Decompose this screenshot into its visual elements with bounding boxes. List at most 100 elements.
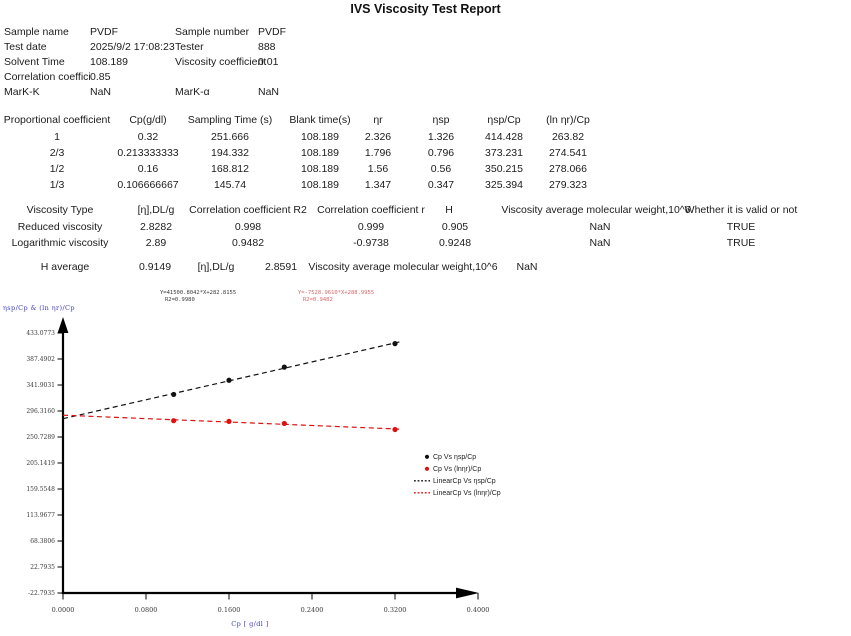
- y-tick-label: -22.7935: [28, 590, 55, 597]
- info-label: Tester: [175, 41, 204, 53]
- col-header: Blank time(s): [289, 114, 351, 126]
- cell: 0.905: [441, 221, 469, 233]
- cell: 194.332: [211, 147, 249, 159]
- cell: Reduced viscosity: [17, 221, 103, 233]
- data-point: [171, 391, 177, 398]
- info-row: Sample name PVDF Sample number PVDF: [0, 25, 851, 40]
- fit-r2-text: R2=0.9482: [303, 297, 333, 303]
- y-tick-label: 433.0773: [26, 330, 55, 337]
- info-value: 2025/9/2 17:08:23: [90, 41, 175, 53]
- data-point: [171, 418, 177, 424]
- cell: 108.189: [301, 163, 339, 175]
- cell: NaN: [589, 221, 611, 233]
- viscosity-table-header-row: Viscosity Type [η],DL/g Correlation coef…: [0, 202, 851, 218]
- data-point: [281, 420, 287, 427]
- info-label: Test date: [4, 41, 47, 53]
- col-header: ηsp/Cp: [487, 114, 521, 126]
- fit-equation-text: Y=41500.8042*X+282.8155: [160, 290, 237, 296]
- summary-value: 0.9149: [138, 261, 172, 273]
- info-value: PVDF: [90, 26, 119, 38]
- cell: 1/3: [49, 179, 65, 191]
- cell: 373.231: [485, 147, 523, 159]
- col-header: ηsp: [432, 114, 450, 126]
- x-tick-label: 0.1600: [218, 606, 241, 614]
- cell: 168.812: [211, 163, 249, 175]
- x-tick-label: 0.4000: [467, 606, 490, 614]
- col-header: Proportional coefficient: [3, 114, 111, 126]
- cell: 325.394: [485, 179, 523, 191]
- col-header: H: [445, 204, 453, 216]
- x-tick-label: 0.0000: [52, 606, 75, 614]
- cell: 2/3: [49, 147, 65, 159]
- cell: NaN: [589, 237, 611, 249]
- info-value: NaN: [90, 86, 112, 98]
- cell: 414.428: [485, 131, 523, 143]
- cell: 0.998: [234, 221, 262, 233]
- x-axis-label: Cp [ g/dl ]: [231, 620, 268, 628]
- info-label: Solvent Time: [4, 56, 65, 68]
- data-point: [392, 426, 398, 433]
- col-header: (ln ηr)/Cp: [546, 114, 590, 126]
- summary-value: 2.8591: [264, 261, 298, 273]
- legend-marker-icon: [424, 466, 430, 471]
- cell: 0.999: [357, 221, 385, 233]
- cell: TRUE: [726, 221, 756, 233]
- info-value: 0.01: [258, 56, 279, 68]
- cell: 0.213333333: [117, 147, 179, 159]
- data-point: [226, 418, 232, 425]
- cell: 0.347: [427, 179, 455, 191]
- cell: 0.32: [137, 131, 159, 143]
- summary-label: [η],DL/g: [197, 261, 235, 273]
- info-label: MarK-α: [175, 86, 210, 98]
- y-tick-label: 113.9677: [26, 512, 55, 519]
- cell: 0.9482: [231, 237, 265, 249]
- measurement-table-header-row: Proportional coefficient Cp(g/dl) Sampli…: [0, 112, 851, 128]
- col-header: Sampling Time (s): [187, 114, 273, 126]
- x-tick-label: 0.3200: [384, 606, 407, 614]
- col-header: ηr: [373, 114, 383, 126]
- info-value: 888: [258, 41, 276, 53]
- fit-line: [62, 414, 401, 430]
- fit-r2-text: R2=0.9980: [165, 297, 195, 303]
- cell: 145.74: [213, 179, 247, 191]
- info-row: Test date 2025/9/2 17:08:23 Tester 888: [0, 40, 851, 55]
- cell: 108.189: [301, 147, 339, 159]
- col-header: Correlation coefficient r: [317, 204, 425, 216]
- legend-label: LinearCp Vs ηsp/Cp: [433, 478, 496, 485]
- y-tick-label: 250.7289: [26, 434, 55, 441]
- info-label: Sample number: [175, 26, 250, 38]
- cell: 2.8282: [139, 221, 173, 233]
- viscosity-chart: 433.0773 387.4902 341.9031 296.3160 250.7289…: [26, 317, 501, 628]
- cell: 1.347: [364, 179, 392, 191]
- info-row: Solvent Time 108.189 Viscosity coefficie…: [0, 55, 851, 70]
- col-header: Cp(g/dl): [129, 114, 167, 126]
- y-tick-label: 159.5548: [26, 486, 55, 493]
- info-row: Correlation coefficient 0.85: [0, 70, 851, 85]
- cell: 0.106666667: [117, 179, 179, 191]
- cell: 0.16: [137, 163, 159, 175]
- page-title: IVS Viscosity Test Report: [350, 2, 501, 16]
- x-tick-label: 0.2400: [301, 606, 324, 614]
- y-tick-label: 68.3806: [30, 538, 55, 545]
- measurement-table-row: 1/3 0.106666667 145.74 108.189 1.347 0.3…: [0, 177, 851, 193]
- cell: 0.56: [430, 163, 452, 175]
- cell: -0.9738: [353, 237, 389, 249]
- cell: 251.666: [211, 131, 249, 143]
- col-header: [η],DL/g: [137, 204, 175, 216]
- y-tick-label: 341.9031: [26, 382, 55, 389]
- col-header: Correlation coefficient R2: [189, 204, 307, 216]
- col-header: Viscosity Type: [26, 204, 94, 216]
- cell: 0.9248: [438, 237, 472, 249]
- info-row: MarK-K NaN MarK-α NaN: [0, 85, 851, 100]
- legend-label: Cp Vs (lnηr)/Cp: [433, 466, 481, 473]
- cell: Logarithmic viscosity: [11, 237, 109, 249]
- legend-marker-icon: [424, 454, 430, 459]
- x-axis-arrow-icon: [456, 587, 479, 599]
- cell: TRUE: [726, 237, 756, 249]
- cell: 108.189: [301, 179, 339, 191]
- cell: 274.541: [549, 147, 587, 159]
- info-value: NaN: [258, 86, 280, 98]
- summary-label: Viscosity average molecular weight,10^6: [308, 261, 498, 273]
- cell: 278.066: [549, 163, 587, 175]
